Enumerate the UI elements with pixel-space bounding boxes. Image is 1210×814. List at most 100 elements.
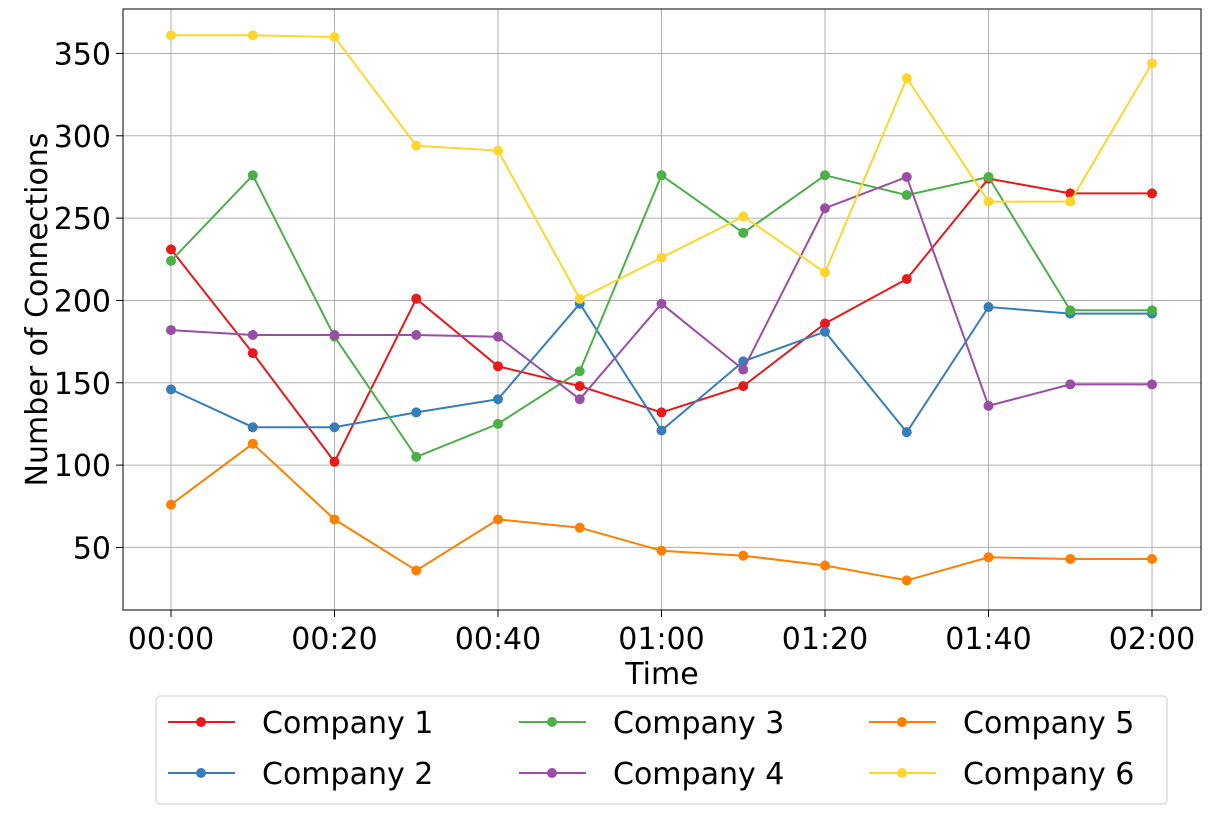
grid-lines (123, 9, 1201, 610)
data-point (656, 298, 667, 309)
data-point (738, 550, 749, 561)
y-tick-label: 100 (54, 449, 111, 484)
data-point (574, 293, 585, 304)
data-point (411, 451, 422, 462)
y-axis-label: Number of Connections (20, 133, 55, 487)
legend-item-3: Company 3 (519, 706, 784, 741)
data-point (574, 394, 585, 405)
x-tick-label: 00:00 (128, 622, 214, 657)
legend-marker (547, 717, 557, 727)
data-point (656, 170, 667, 181)
x-tick-label: 01:20 (782, 622, 868, 657)
data-point (493, 145, 503, 156)
data-point (656, 545, 667, 556)
legend-marker (897, 717, 907, 727)
data-point (901, 171, 912, 182)
data-point (820, 318, 830, 329)
x-tick-label: 00:40 (455, 622, 541, 657)
data-point (738, 381, 749, 392)
series-4 (166, 171, 1157, 411)
data-point (329, 330, 340, 341)
data-point (247, 330, 258, 341)
data-point (901, 274, 912, 285)
legend-label: Company 2 (262, 757, 433, 792)
data-point (329, 31, 340, 42)
legend-item-2: Company 2 (168, 757, 433, 792)
data-point (1147, 58, 1157, 69)
data-point (656, 407, 667, 418)
legend-marker (196, 768, 206, 778)
data-point (247, 30, 258, 41)
data-point (493, 331, 503, 342)
data-point (901, 575, 912, 586)
data-point (493, 514, 503, 525)
legend-marker (897, 768, 907, 778)
data-point (1065, 379, 1076, 390)
series-6 (166, 30, 1157, 304)
series-5 (166, 438, 1157, 586)
data-point (738, 364, 749, 375)
data-point (574, 522, 585, 533)
data-point (820, 560, 830, 571)
data-point (820, 267, 830, 278)
data-point (1147, 553, 1157, 564)
data-point (411, 565, 422, 576)
data-point (1065, 196, 1076, 207)
data-point (1065, 305, 1076, 316)
data-point (574, 381, 585, 392)
legend: Company 1 Company 2 Company 3 Company 4 Comp… (155, 695, 1168, 805)
data-point (247, 438, 258, 449)
y-tick-label: 300 (54, 120, 111, 155)
data-point (820, 203, 830, 214)
data-point (166, 384, 176, 395)
data-point (983, 552, 994, 563)
data-point (247, 170, 258, 181)
data-point (983, 302, 994, 313)
legend-marker (547, 768, 557, 778)
data-point (820, 326, 830, 337)
data-point (1065, 553, 1076, 564)
data-point (411, 330, 422, 341)
series-lines (166, 30, 1157, 586)
y-tick-label: 200 (54, 284, 111, 319)
data-point (166, 325, 176, 336)
data-point (656, 252, 667, 263)
data-point (329, 422, 340, 433)
data-point (1147, 379, 1157, 390)
legend-label: Company 6 (963, 757, 1134, 792)
data-point (411, 407, 422, 418)
data-point (901, 73, 912, 84)
data-point (493, 418, 503, 429)
y-tick-label: 250 (54, 202, 111, 237)
data-point (1147, 188, 1157, 199)
x-axis-label: Time (624, 657, 698, 692)
data-point (1147, 305, 1157, 316)
y-tick-label: 350 (54, 37, 111, 72)
legend-item-6: Company 6 (869, 757, 1134, 792)
legend-item-5: Company 5 (869, 706, 1134, 741)
x-tick-label: 00:20 (291, 622, 377, 657)
legend-item-1: Company 1 (168, 706, 433, 741)
data-point (329, 514, 340, 525)
legend-label: Company 4 (613, 757, 784, 792)
legend-label: Company 1 (262, 706, 433, 741)
data-point (901, 190, 912, 201)
data-point (901, 427, 912, 438)
data-point (738, 227, 749, 238)
x-tick-label: 02:00 (1109, 622, 1195, 657)
data-point (247, 422, 258, 433)
data-point (574, 366, 585, 377)
data-point (983, 400, 994, 411)
legend-marker (196, 717, 206, 727)
y-tick-label: 150 (54, 367, 111, 402)
data-point (247, 348, 258, 359)
data-point (166, 499, 176, 510)
data-point (656, 425, 667, 436)
data-point (493, 394, 503, 405)
x-tick-label: 01:40 (945, 622, 1031, 657)
data-point (166, 30, 176, 41)
data-point (411, 140, 422, 151)
y-axis-ticks: 50 100 150 200 250 300 350 (54, 37, 123, 566)
data-point (983, 196, 994, 207)
legend-label: Company 5 (963, 706, 1134, 741)
